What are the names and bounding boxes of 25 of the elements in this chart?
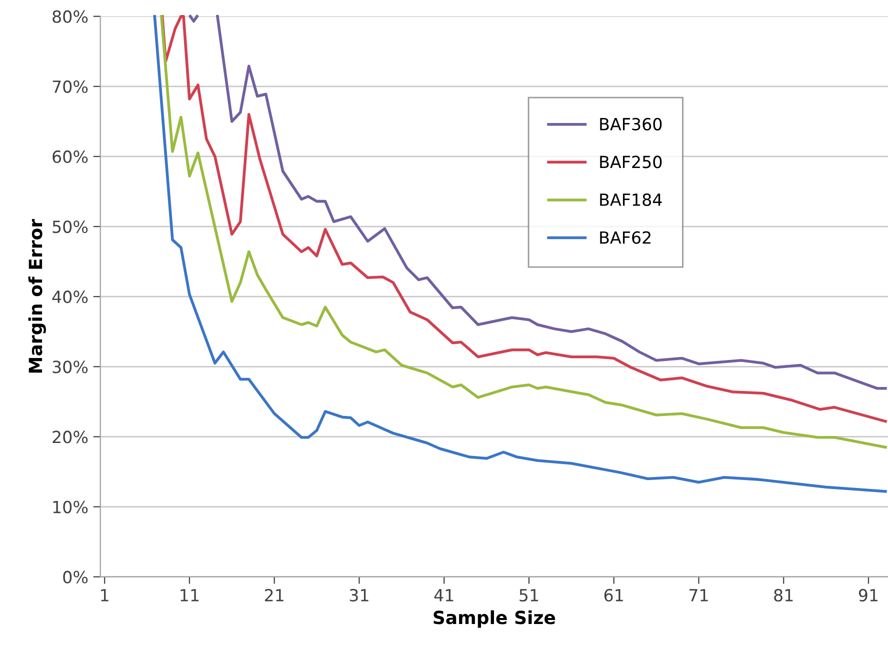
legend-label: BAF360 — [600, 118, 662, 130]
y-axis-title: Margin of Error — [28, 218, 46, 373]
x-tick-label: 51 — [520, 589, 538, 602]
y-tick-label: 50% — [52, 220, 88, 234]
x-tick-label: 21 — [264, 588, 284, 602]
y-tick-label: 30% — [52, 360, 88, 374]
legend-label: BAF184 — [600, 193, 662, 206]
y-tick-label: 20% — [52, 430, 88, 444]
legend-label: BAF62 — [600, 231, 650, 244]
x-tick-label: 1 — [101, 589, 108, 602]
x-tick-label: 71 — [689, 589, 708, 602]
x-tick-label: 31 — [350, 588, 368, 602]
y-tick-label: 40% — [52, 290, 88, 304]
y-tick-label: 80% — [52, 10, 88, 23]
x-tick-label: 81 — [774, 588, 793, 602]
x-tick-label: 41 — [434, 589, 454, 602]
y-tick-label: 10% — [53, 500, 88, 514]
x-tick-label: 61 — [604, 588, 623, 602]
legend-label: BAF250 — [600, 156, 662, 168]
x-tick-label: 11 — [180, 589, 199, 602]
y-tick-label: 0% — [63, 570, 88, 584]
x-tick-label: 91 — [858, 588, 878, 602]
y-tick-label: 60% — [52, 150, 88, 164]
x-axis-title: Sample Size — [434, 610, 556, 628]
y-tick-label: 70% — [52, 80, 88, 93]
